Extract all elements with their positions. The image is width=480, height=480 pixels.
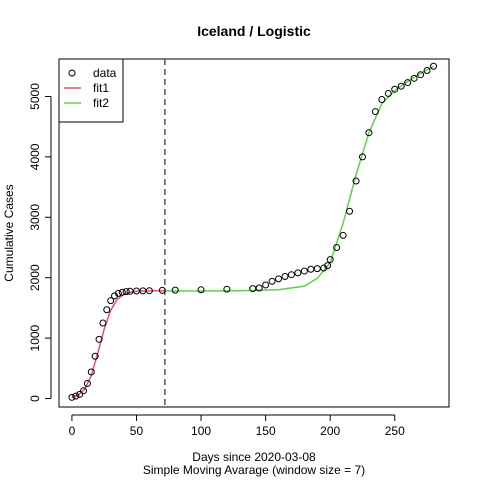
data-point — [404, 79, 412, 87]
x-axis: 0 50 100 150 200 250 — [69, 414, 405, 438]
data-point — [103, 306, 111, 314]
data-point — [287, 271, 295, 279]
data-point — [371, 108, 379, 116]
data-point — [95, 335, 103, 343]
data-point — [255, 284, 263, 292]
y-tick-label: 5000 — [28, 83, 42, 110]
legend-marker-data — [68, 69, 76, 77]
x-tick-label: 250 — [385, 424, 405, 438]
data-point — [158, 286, 166, 294]
data-point — [313, 265, 321, 273]
data-point — [249, 285, 257, 293]
y-tick-label: 4000 — [28, 143, 42, 170]
data-point — [122, 288, 130, 296]
x-axis-sublabel: Simple Moving Avarage (window size = 7) — [143, 463, 365, 477]
data-point — [91, 352, 99, 360]
data-point — [339, 231, 347, 239]
data-point — [99, 319, 107, 327]
data-point — [384, 89, 392, 97]
data-point — [430, 62, 438, 70]
data-point — [76, 390, 84, 398]
data-point — [171, 286, 179, 294]
data-point — [324, 262, 332, 270]
data-point — [262, 281, 270, 289]
y-axis-label: Cumulative Cases — [2, 184, 16, 281]
legend-label-fit1: fit1 — [93, 81, 109, 95]
data-point — [397, 82, 405, 90]
data-point — [197, 286, 205, 294]
chart-title: Iceland / Logistic — [197, 23, 311, 39]
y-tick-label: 0 — [28, 395, 42, 402]
y-tick-label: 3000 — [28, 204, 42, 231]
data-point — [346, 207, 354, 215]
x-tick-label: 0 — [69, 424, 76, 438]
data-point — [365, 129, 373, 137]
data-point — [107, 297, 115, 305]
series-line-fit2 — [164, 65, 434, 292]
data-point — [275, 275, 283, 283]
legend-label-data: data — [93, 66, 117, 80]
data-point — [83, 379, 91, 387]
data-point — [333, 244, 341, 251]
data-point — [352, 177, 360, 185]
data-point — [223, 285, 231, 293]
plot-content — [68, 59, 438, 407]
data-point — [326, 256, 334, 264]
data-point — [68, 393, 76, 401]
data-point — [358, 153, 366, 161]
y-axis: 0 1000 2000 3000 4000 5000 — [28, 83, 52, 402]
plot-area — [58, 58, 450, 408]
data-point — [87, 368, 95, 376]
x-tick-label: 50 — [130, 424, 144, 438]
data-point — [268, 277, 276, 285]
data-point — [423, 66, 431, 74]
x-tick-label: 200 — [320, 424, 340, 438]
x-tick-label: 150 — [256, 424, 276, 438]
data-point — [72, 392, 80, 400]
data-point — [114, 289, 122, 297]
x-tick-label: 100 — [191, 424, 211, 438]
data-point — [294, 269, 302, 277]
data-point — [118, 288, 126, 296]
x-axis-label: Days since 2020-03-08 — [192, 450, 316, 464]
data-point — [300, 267, 308, 275]
data-point — [378, 95, 386, 103]
data-point — [391, 85, 399, 93]
legend-label-fit2: fit2 — [93, 96, 109, 110]
y-tick-label: 2000 — [28, 264, 42, 291]
y-tick-label: 1000 — [28, 324, 42, 351]
legend-box — [58, 58, 124, 123]
series-line-fit1 — [71, 289, 165, 399]
data-point — [307, 265, 315, 273]
data-point — [80, 387, 88, 395]
data-point — [417, 71, 425, 79]
data-point — [281, 273, 289, 280]
data-point — [145, 287, 153, 295]
data-point — [410, 74, 418, 82]
